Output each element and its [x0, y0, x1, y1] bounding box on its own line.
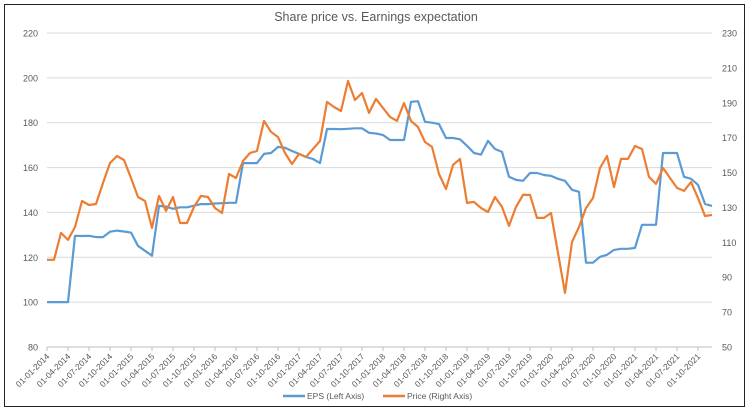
right-tick-label: 50: [722, 343, 732, 353]
series-lines: [47, 79, 713, 304]
left-tick-label: 80: [28, 343, 38, 353]
series-line-price: [47, 79, 713, 294]
chart-frame: [4, 4, 745, 407]
left-tick-label: 220: [23, 29, 38, 39]
right-tick-label: 110: [722, 238, 736, 248]
right-tick-label: 150: [722, 168, 737, 178]
legend-label: Price (Right Axis): [407, 391, 472, 401]
series-line-eps: [47, 100, 713, 304]
right-tick-label: 130: [722, 203, 737, 213]
left-tick-label: 160: [23, 163, 38, 173]
gridlines: [47, 32, 712, 348]
legend: EPS (Left Axis) Price (Right Axis): [283, 391, 472, 401]
right-tick-label: 170: [722, 133, 737, 143]
right-tick-label: 190: [722, 98, 737, 108]
right-tick-label: 90: [722, 273, 732, 283]
right-tick-label: 230: [722, 29, 737, 39]
left-tick-label: 120: [23, 253, 38, 263]
left-tick-label: 100: [23, 298, 38, 308]
left-axis: 80 100 120 140 160 180 200 220: [23, 29, 38, 353]
right-axis: 50 70 90 110 130 150 170 190 210 230: [722, 29, 737, 353]
right-tick-label: 210: [722, 63, 737, 73]
legend-label: EPS (Left Axis): [307, 391, 364, 401]
left-tick-label: 180: [23, 118, 38, 128]
left-tick-label: 140: [23, 208, 38, 218]
left-tick-label: 200: [23, 73, 38, 83]
right-tick-label: 70: [722, 308, 732, 318]
chart-title: Share price vs. Earnings expectation: [274, 10, 478, 24]
x-axis: 01-01-201401-04-201401-07-201401-10-2014…: [14, 347, 703, 389]
